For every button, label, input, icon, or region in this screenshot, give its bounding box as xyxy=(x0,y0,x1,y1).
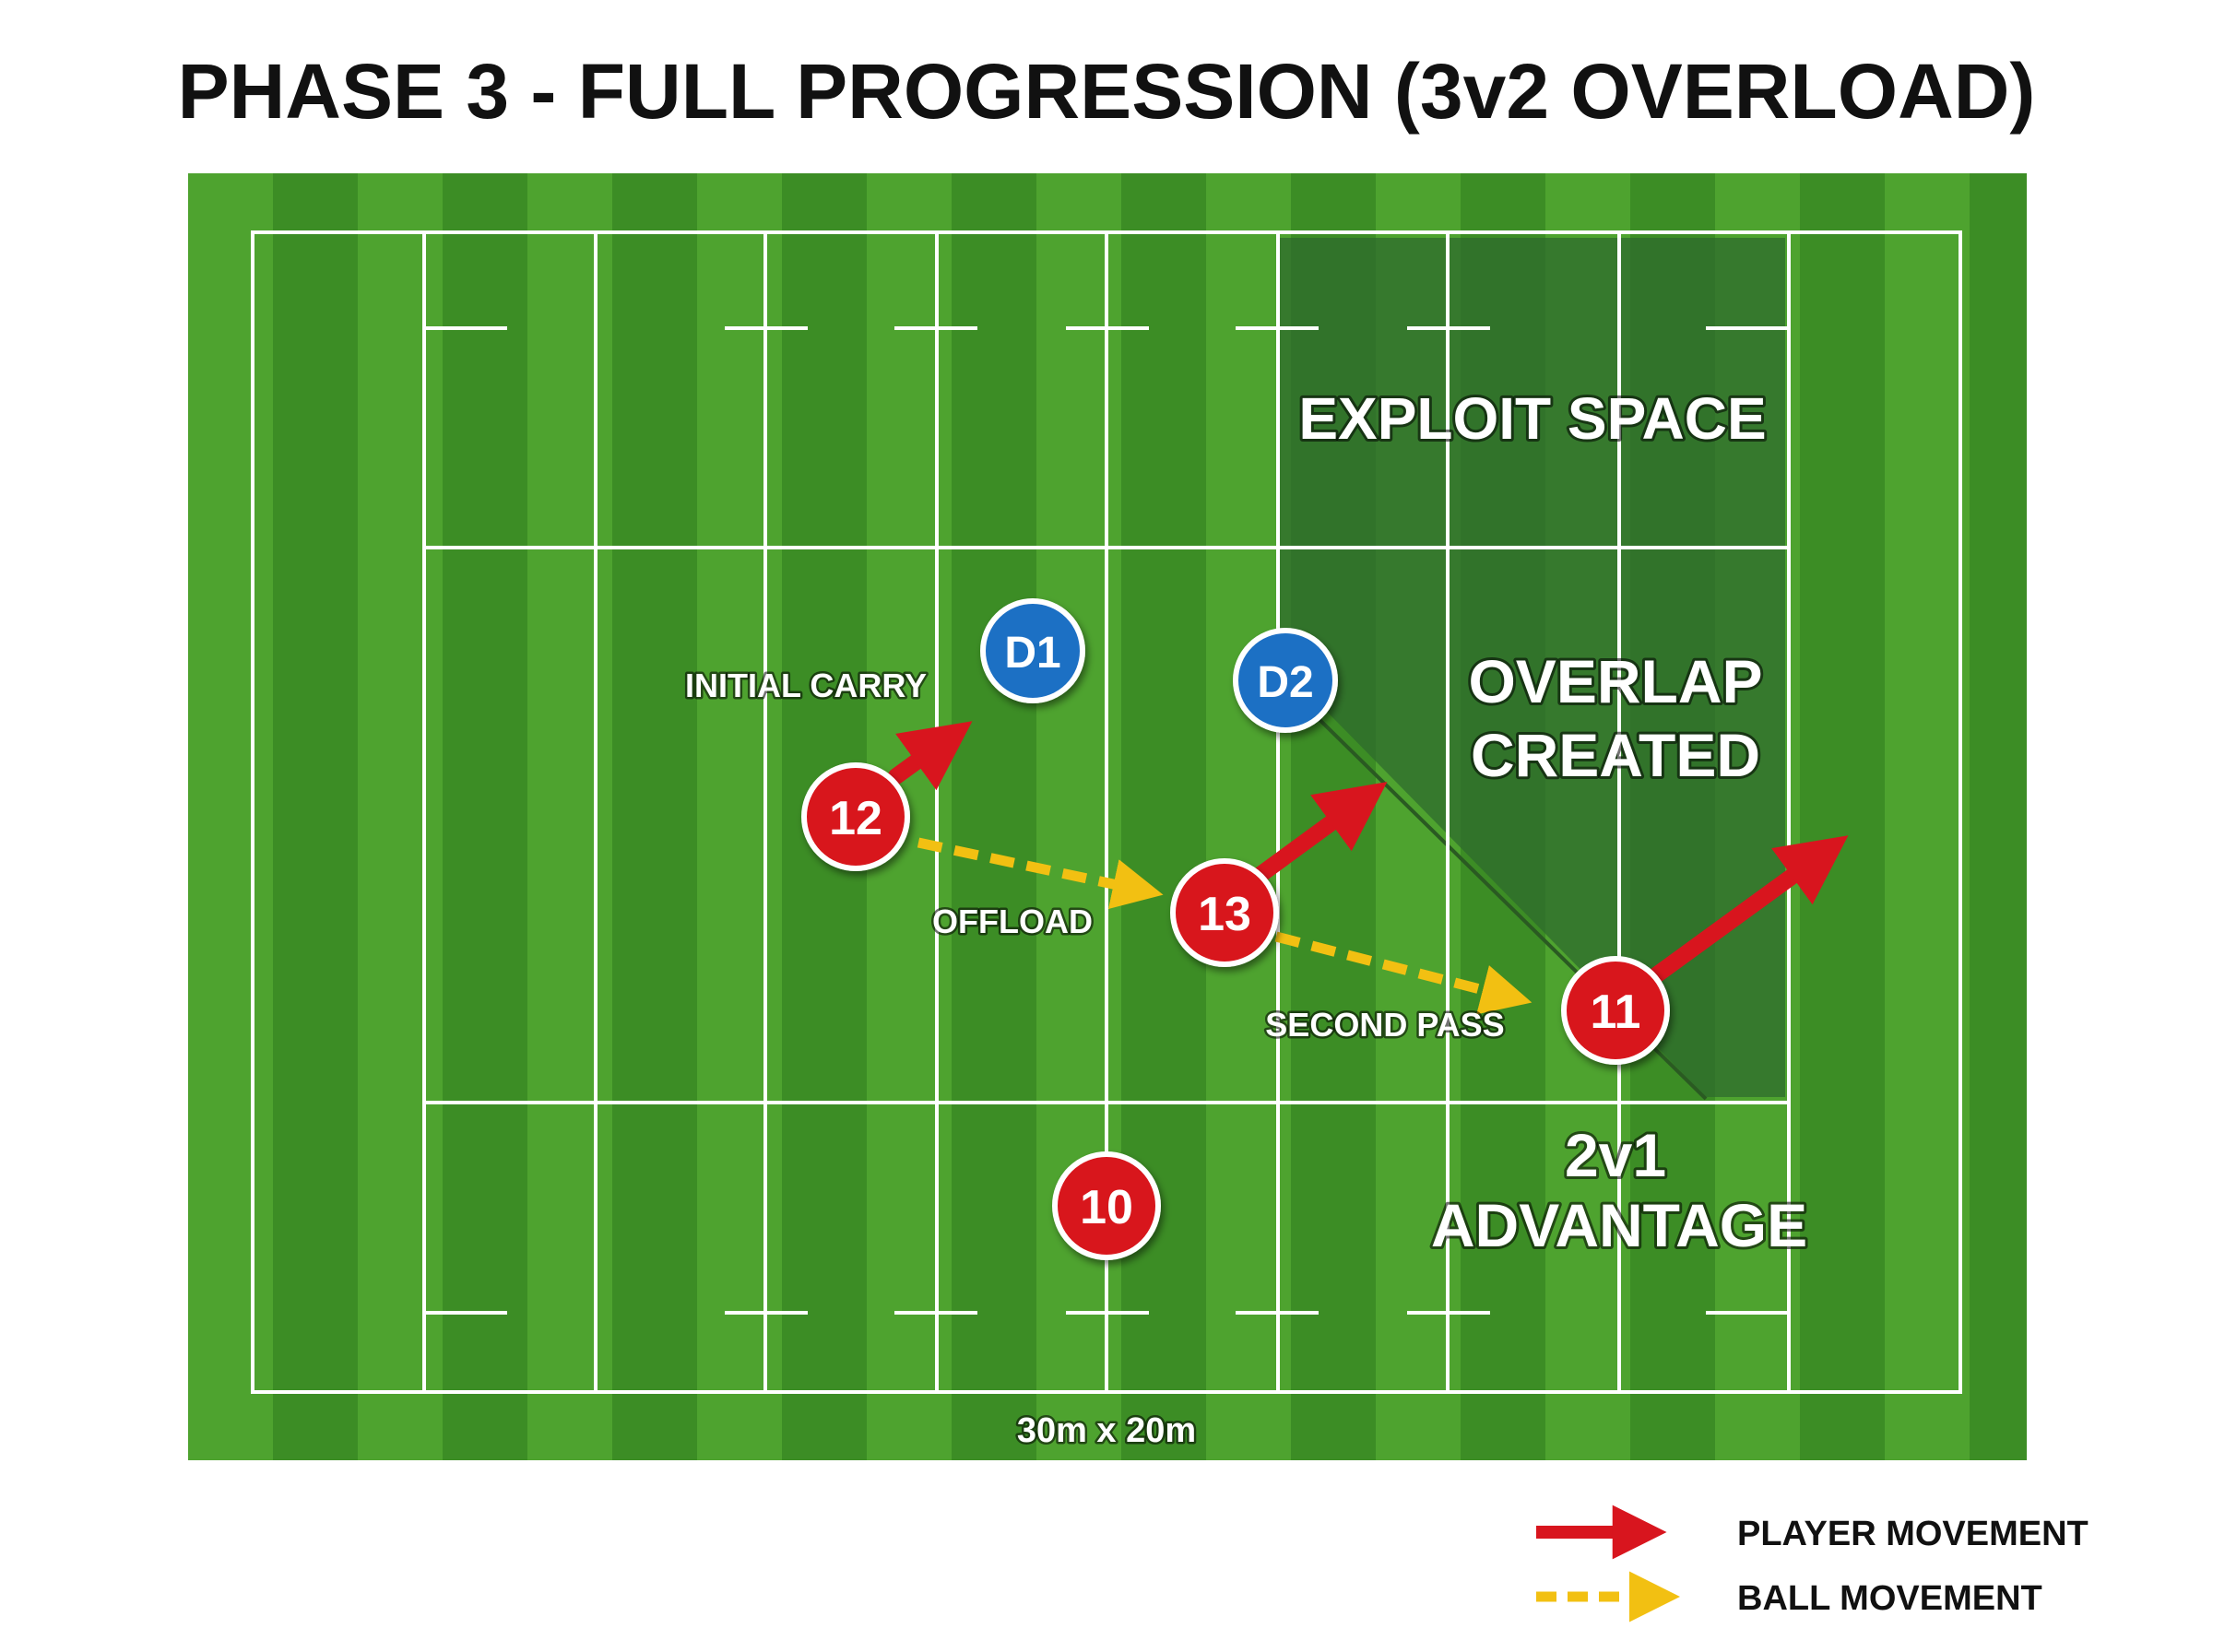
diagram-title: PHASE 3 - FULL PROGRESSION (3v2 OVERLOAD… xyxy=(178,48,2036,135)
eleven-run-arrow xyxy=(1648,835,1849,984)
thirteen-run-arrow xyxy=(1253,782,1388,882)
attacker-10-number: 10 xyxy=(1080,1181,1133,1234)
attacker-13: 13 xyxy=(1170,858,1279,967)
legend-player-movement: PLAYER MOVEMENT xyxy=(1737,1515,2089,1553)
attacker-12: 12 xyxy=(801,762,910,871)
overlap-created-label-line2: CREATED xyxy=(1471,721,1760,789)
ball-movement-arrows xyxy=(917,837,1533,1015)
defender-d2-number: D2 xyxy=(1257,658,1313,707)
legend-ball-movement: BALL MOVEMENT xyxy=(1737,1579,2042,1618)
defender-d1: D1 xyxy=(980,598,1085,703)
attacker-12-number: 12 xyxy=(829,792,882,845)
legend: PLAYER MOVEMENT BALL MOVEMENT xyxy=(1536,1504,2089,1622)
pitch-lines xyxy=(251,230,1962,1394)
advantage-label-line1: 2v1 xyxy=(1565,1121,1666,1189)
exploit-space-label: EXPLOIT SPACE xyxy=(1298,385,1766,452)
defender-d1-number: D1 xyxy=(1004,629,1060,678)
exploit-space-zone xyxy=(1280,238,1785,1097)
pitch: 30m x 20m xyxy=(188,173,2027,1460)
advantage-label-line2: ADVANTAGE xyxy=(1431,1191,1807,1259)
attacker-11: 11 xyxy=(1561,956,1670,1065)
pitch-dimensions-label: 30m x 20m xyxy=(1017,1411,1196,1450)
attacker-13-number: 13 xyxy=(1198,888,1251,941)
attacker-11-number: 11 xyxy=(1591,985,1641,1039)
initial-carry-arrow xyxy=(888,721,973,791)
player-movement-arrows xyxy=(888,721,1849,984)
second-pass-ball-arrow xyxy=(1274,931,1533,1015)
attacker-10: 10 xyxy=(1052,1151,1161,1260)
second-pass-label: SECOND PASS xyxy=(1265,1006,1504,1044)
offload-ball-arrow xyxy=(917,837,1164,910)
offload-label: OFFLOAD xyxy=(932,903,1093,940)
initial-carry-label: INITIAL CARRY xyxy=(685,667,927,704)
defender-d2: D2 xyxy=(1233,628,1338,733)
overlap-created-label-line1: OVERLAP xyxy=(1468,647,1762,715)
